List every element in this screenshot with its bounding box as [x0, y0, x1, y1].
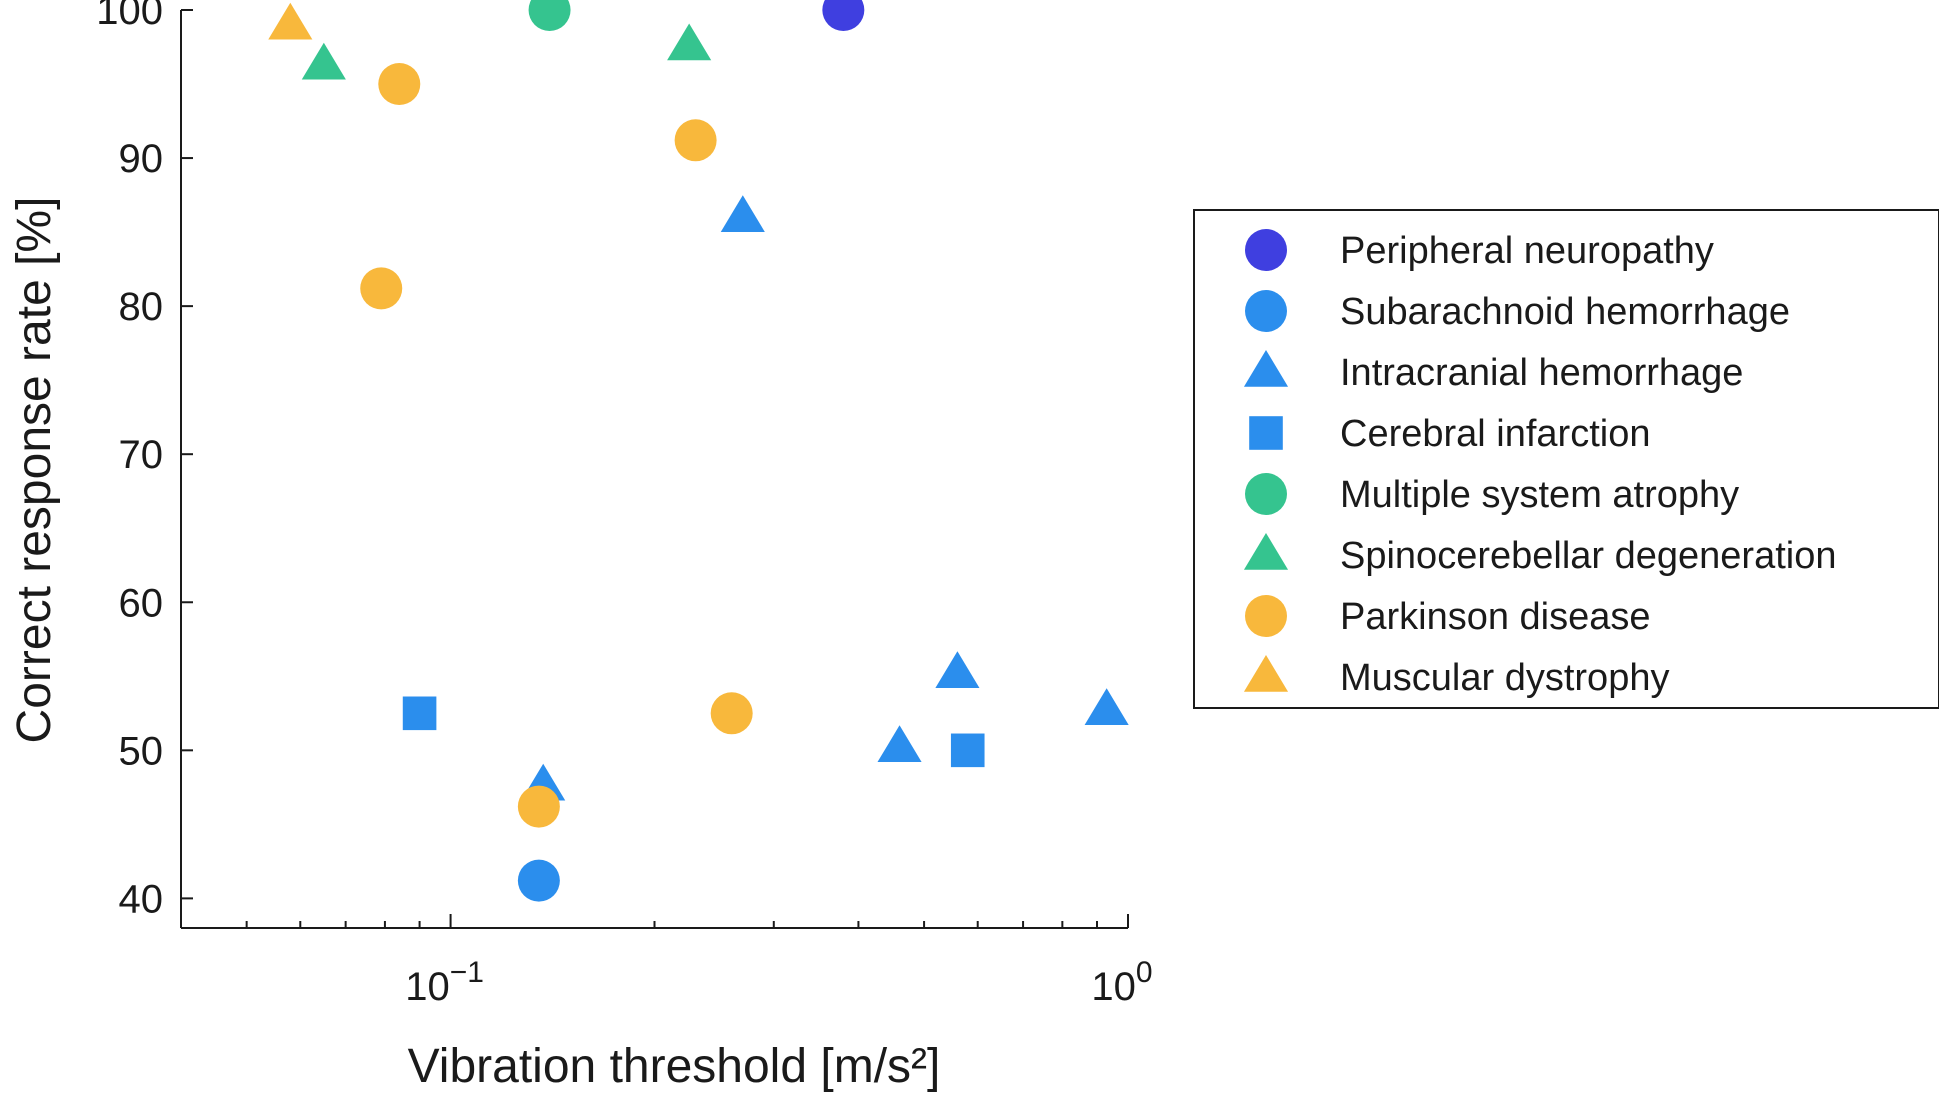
axes: 40 50 60 70 80 90 100 10−1 100 — [96, 0, 1152, 1009]
data-point-circle — [517, 785, 560, 828]
y-tick-label: 80 — [119, 285, 164, 329]
data-point-triangle — [720, 195, 765, 232]
data-point-circle — [528, 0, 571, 31]
legend-marker-triangle — [1243, 349, 1289, 387]
data-point-circle — [710, 692, 753, 735]
legend-label: Subarachnoid hemorrhage — [1340, 291, 1790, 333]
y-tick-label: 40 — [119, 877, 164, 921]
legend-marker-square — [1249, 416, 1283, 450]
data-point-circle — [360, 267, 403, 310]
data-point-square — [402, 696, 437, 731]
legend-marker-triangle — [1243, 532, 1289, 570]
legend-label: Peripheral neuropathy — [1340, 230, 1714, 272]
legend-marker-circle — [1245, 290, 1287, 332]
legend-label: Intracranial hemorrhage — [1340, 352, 1743, 394]
legend-box — [1193, 209, 1939, 709]
y-tick-label: 60 — [119, 581, 164, 625]
data-points — [268, 0, 1129, 902]
legend: Peripheral neuropathy Subarachnoid hemorr… — [1193, 209, 1939, 709]
data-point-circle — [517, 859, 560, 902]
legend-marker-circle — [1245, 229, 1287, 271]
x-tick-label: 10−1 — [405, 956, 484, 1009]
y-axis-title: Correct response rate [%] — [8, 197, 61, 744]
legend-label: Muscular dystrophy — [1340, 657, 1669, 699]
data-point-triangle — [935, 651, 980, 689]
legend-label: Parkinson disease — [1340, 596, 1651, 638]
y-tick-label: 70 — [119, 433, 164, 477]
data-point-triangle — [667, 23, 712, 61]
y-tick-label: 90 — [119, 137, 164, 181]
legend-label: Cerebral infarction — [1340, 413, 1650, 455]
data-point-circle — [378, 63, 421, 106]
data-point-triangle — [877, 725, 922, 763]
x-axis-title: Vibration threshold [m/s²] — [408, 1040, 941, 1093]
data-point-square — [950, 733, 985, 768]
data-point-triangle — [268, 2, 313, 40]
legend-marker-circle — [1245, 473, 1287, 515]
data-point-circle — [674, 119, 717, 162]
data-point-triangle — [1084, 688, 1129, 726]
data-point-triangle — [301, 42, 346, 80]
x-tick-label: 100 — [1091, 956, 1152, 1009]
legend-label: Multiple system atrophy — [1340, 474, 1739, 516]
legend-marker-triangle — [1243, 654, 1289, 692]
data-point-circle — [822, 0, 865, 31]
y-tick-label: 50 — [119, 729, 164, 773]
y-tick-label: 100 — [96, 0, 163, 33]
legend-marker-circle — [1245, 595, 1287, 637]
legend-label: Spinocerebellar degeneration — [1340, 535, 1836, 577]
